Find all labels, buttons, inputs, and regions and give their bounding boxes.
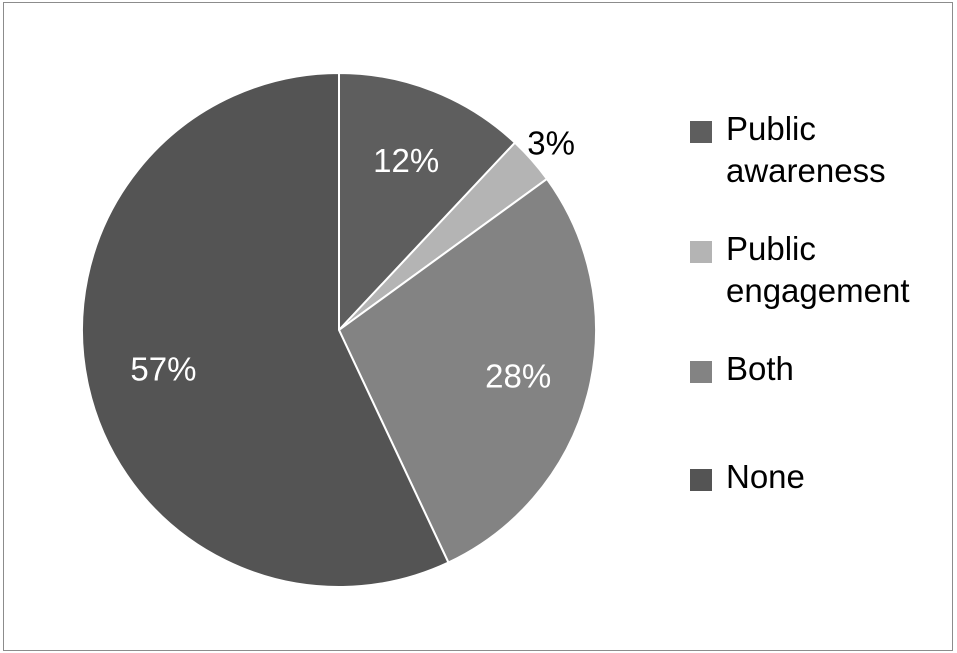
legend-swatch-public-awareness (690, 121, 712, 143)
legend-swatch-both (690, 361, 712, 383)
data-label-public-engagement: 3% (527, 125, 575, 162)
legend: Public awareness Public engagement Both … (690, 108, 952, 498)
legend-label-none: None (726, 458, 805, 495)
legend-item-none: None (690, 456, 952, 498)
data-label-public-awareness: 12% (373, 142, 439, 179)
legend-swatch-public-engagement (690, 241, 712, 263)
pie-slices (81, 71, 597, 588)
data-label-both: 28% (485, 358, 551, 395)
legend-label-public-engagement: Public engagement (726, 230, 910, 309)
data-label-none: 57% (130, 351, 196, 388)
legend-label-public-awareness: Public awareness (726, 110, 886, 189)
pie-slice-both (337, 177, 597, 564)
legend-item-public-engagement: Public engagement (690, 228, 952, 348)
legend-item-public-awareness: Public awareness (690, 108, 952, 228)
legend-swatch-none (690, 469, 712, 491)
legend-item-both: Both (690, 348, 952, 456)
pie-slice-none (81, 71, 450, 588)
legend-label-both: Both (726, 350, 794, 387)
pie-data-labels: 12% 3% 28% 57% (130, 125, 575, 395)
pie-slice-public-awareness (338, 71, 517, 333)
